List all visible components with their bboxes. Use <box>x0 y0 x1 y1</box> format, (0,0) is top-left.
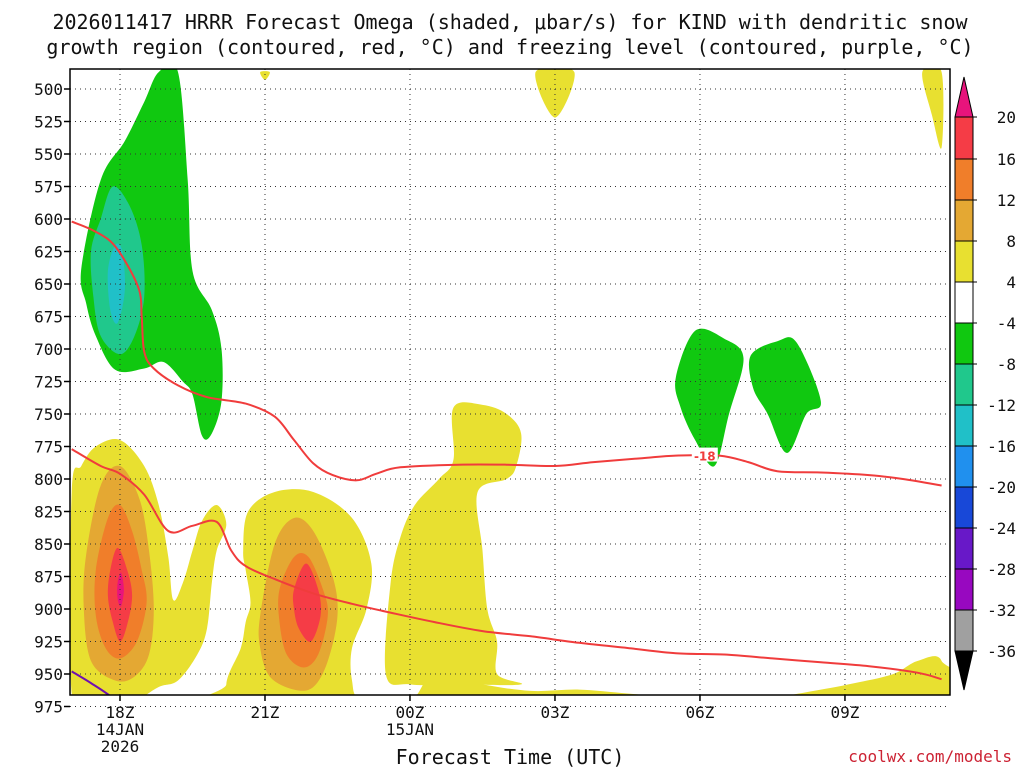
omega-colorbar: 20 16 12 8 4 -4 -8 -12 -16 -20 -24 -28 -32 -36 <box>954 76 1016 691</box>
colorbar-label: -16 <box>987 437 1016 456</box>
omega-region-8 <box>535 69 575 118</box>
colorbar-label: -4 <box>997 314 1016 333</box>
colorbar-box <box>954 363 974 406</box>
y-tick-label: 750 <box>34 405 63 424</box>
site-credit: coolwx.com/models <box>848 747 1012 766</box>
temperature-contours: -18 <box>71 220 942 695</box>
omega-region-2 <box>107 243 126 324</box>
y-tick-label: 850 <box>34 535 63 554</box>
x-tick-label: 06Z <box>686 703 715 722</box>
contour-line-1 <box>71 448 942 681</box>
x-tick-sublabel: 15JAN <box>386 720 434 739</box>
omega-region-9 <box>922 69 944 149</box>
contour-line-0 <box>71 220 942 487</box>
colorbar-label: -20 <box>987 478 1016 497</box>
x-tick-label: 18Z <box>106 703 135 722</box>
omega-region-10 <box>260 71 270 80</box>
colorbar-label: -36 <box>987 642 1016 661</box>
y-tick-label: 650 <box>34 275 63 294</box>
chart-title-line2: growth region (contoured, red, °C) and f… <box>46 35 973 59</box>
colorbar-label: 16 <box>997 150 1016 169</box>
colorbar-box <box>954 158 974 201</box>
colorbar-box <box>954 281 974 324</box>
y-tick-label: 975 <box>34 698 63 717</box>
y-tick-label: 525 <box>34 113 63 132</box>
y-tick-label: 950 <box>34 665 63 684</box>
y-tick-label: 925 <box>34 633 63 652</box>
colorbar-top-triangle <box>954 76 974 118</box>
colorbar-box <box>954 609 974 652</box>
y-tick-label: 775 <box>34 438 63 457</box>
ground-strip <box>70 713 950 727</box>
colorbar-label: 8 <box>1006 232 1016 251</box>
colorbar-box <box>954 486 974 529</box>
colorbar-label: 12 <box>997 191 1016 210</box>
x-axis-label: Forecast Time (UTC) <box>396 745 625 768</box>
y-tick-label: 875 <box>34 568 63 587</box>
y-tick-label: 600 <box>34 210 63 229</box>
omega-region-7 <box>384 402 523 686</box>
y-tick-label: 675 <box>34 308 63 327</box>
y-tick-label: 900 <box>34 600 63 619</box>
chart-title-line1: 2026011417 HRRR Forecast Omega (shaded, … <box>52 10 968 34</box>
y-tick-label: 625 <box>34 243 63 262</box>
colorbar-box <box>954 527 974 570</box>
colorbar-label: -32 <box>987 601 1016 620</box>
x-tick-sublabel: 14JAN <box>96 720 144 739</box>
y-tick-label: 550 <box>34 145 63 164</box>
x-tick-sublabel: 2026 <box>101 737 140 756</box>
x-tick-label: 00Z <box>396 703 425 722</box>
y-tick-label: 825 <box>34 503 63 522</box>
colorbar-box <box>954 568 974 611</box>
contour-line-2 <box>71 670 111 695</box>
colorbar-label: -24 <box>987 519 1016 538</box>
colorbar-bottom-triangle <box>954 650 974 691</box>
colorbar-box <box>954 445 974 488</box>
ground-terrain <box>70 713 950 727</box>
omega-shaded-regions <box>70 69 950 695</box>
x-tick-label: 09Z <box>830 703 859 722</box>
omega-region-16 <box>292 563 322 642</box>
y-tick-label: 800 <box>34 470 63 489</box>
contour-label-bg <box>691 447 718 462</box>
y-axis-ticks: 500 525 550 575 600 625 650 675 700 725 750 775 800 8… <box>34 80 70 717</box>
colorbar-box <box>954 240 974 283</box>
colorbar-box <box>954 404 974 447</box>
colorbar-label: -8 <box>997 355 1016 374</box>
omega-region-4 <box>748 337 821 453</box>
colorbar-box <box>954 322 974 365</box>
omega-region-17 <box>117 572 124 607</box>
colorbar-label: -28 <box>987 560 1016 579</box>
contour-label: -18 <box>694 450 716 464</box>
omega-region-3 <box>675 328 744 467</box>
y-tick-label: 575 <box>34 178 63 197</box>
colorbar-box <box>954 199 974 242</box>
colorbar-box <box>954 116 974 160</box>
colorbar-label: 20 <box>997 108 1016 127</box>
colorbar-label: -12 <box>987 396 1016 415</box>
y-tick-label: 500 <box>34 80 63 99</box>
x-tick-label: 03Z <box>541 703 570 722</box>
grid-lines <box>70 69 950 707</box>
colorbar-label: 4 <box>1006 273 1016 292</box>
y-tick-label: 700 <box>34 340 63 359</box>
y-tick-label: 725 <box>34 373 63 392</box>
x-tick-label: 21Z <box>251 703 280 722</box>
